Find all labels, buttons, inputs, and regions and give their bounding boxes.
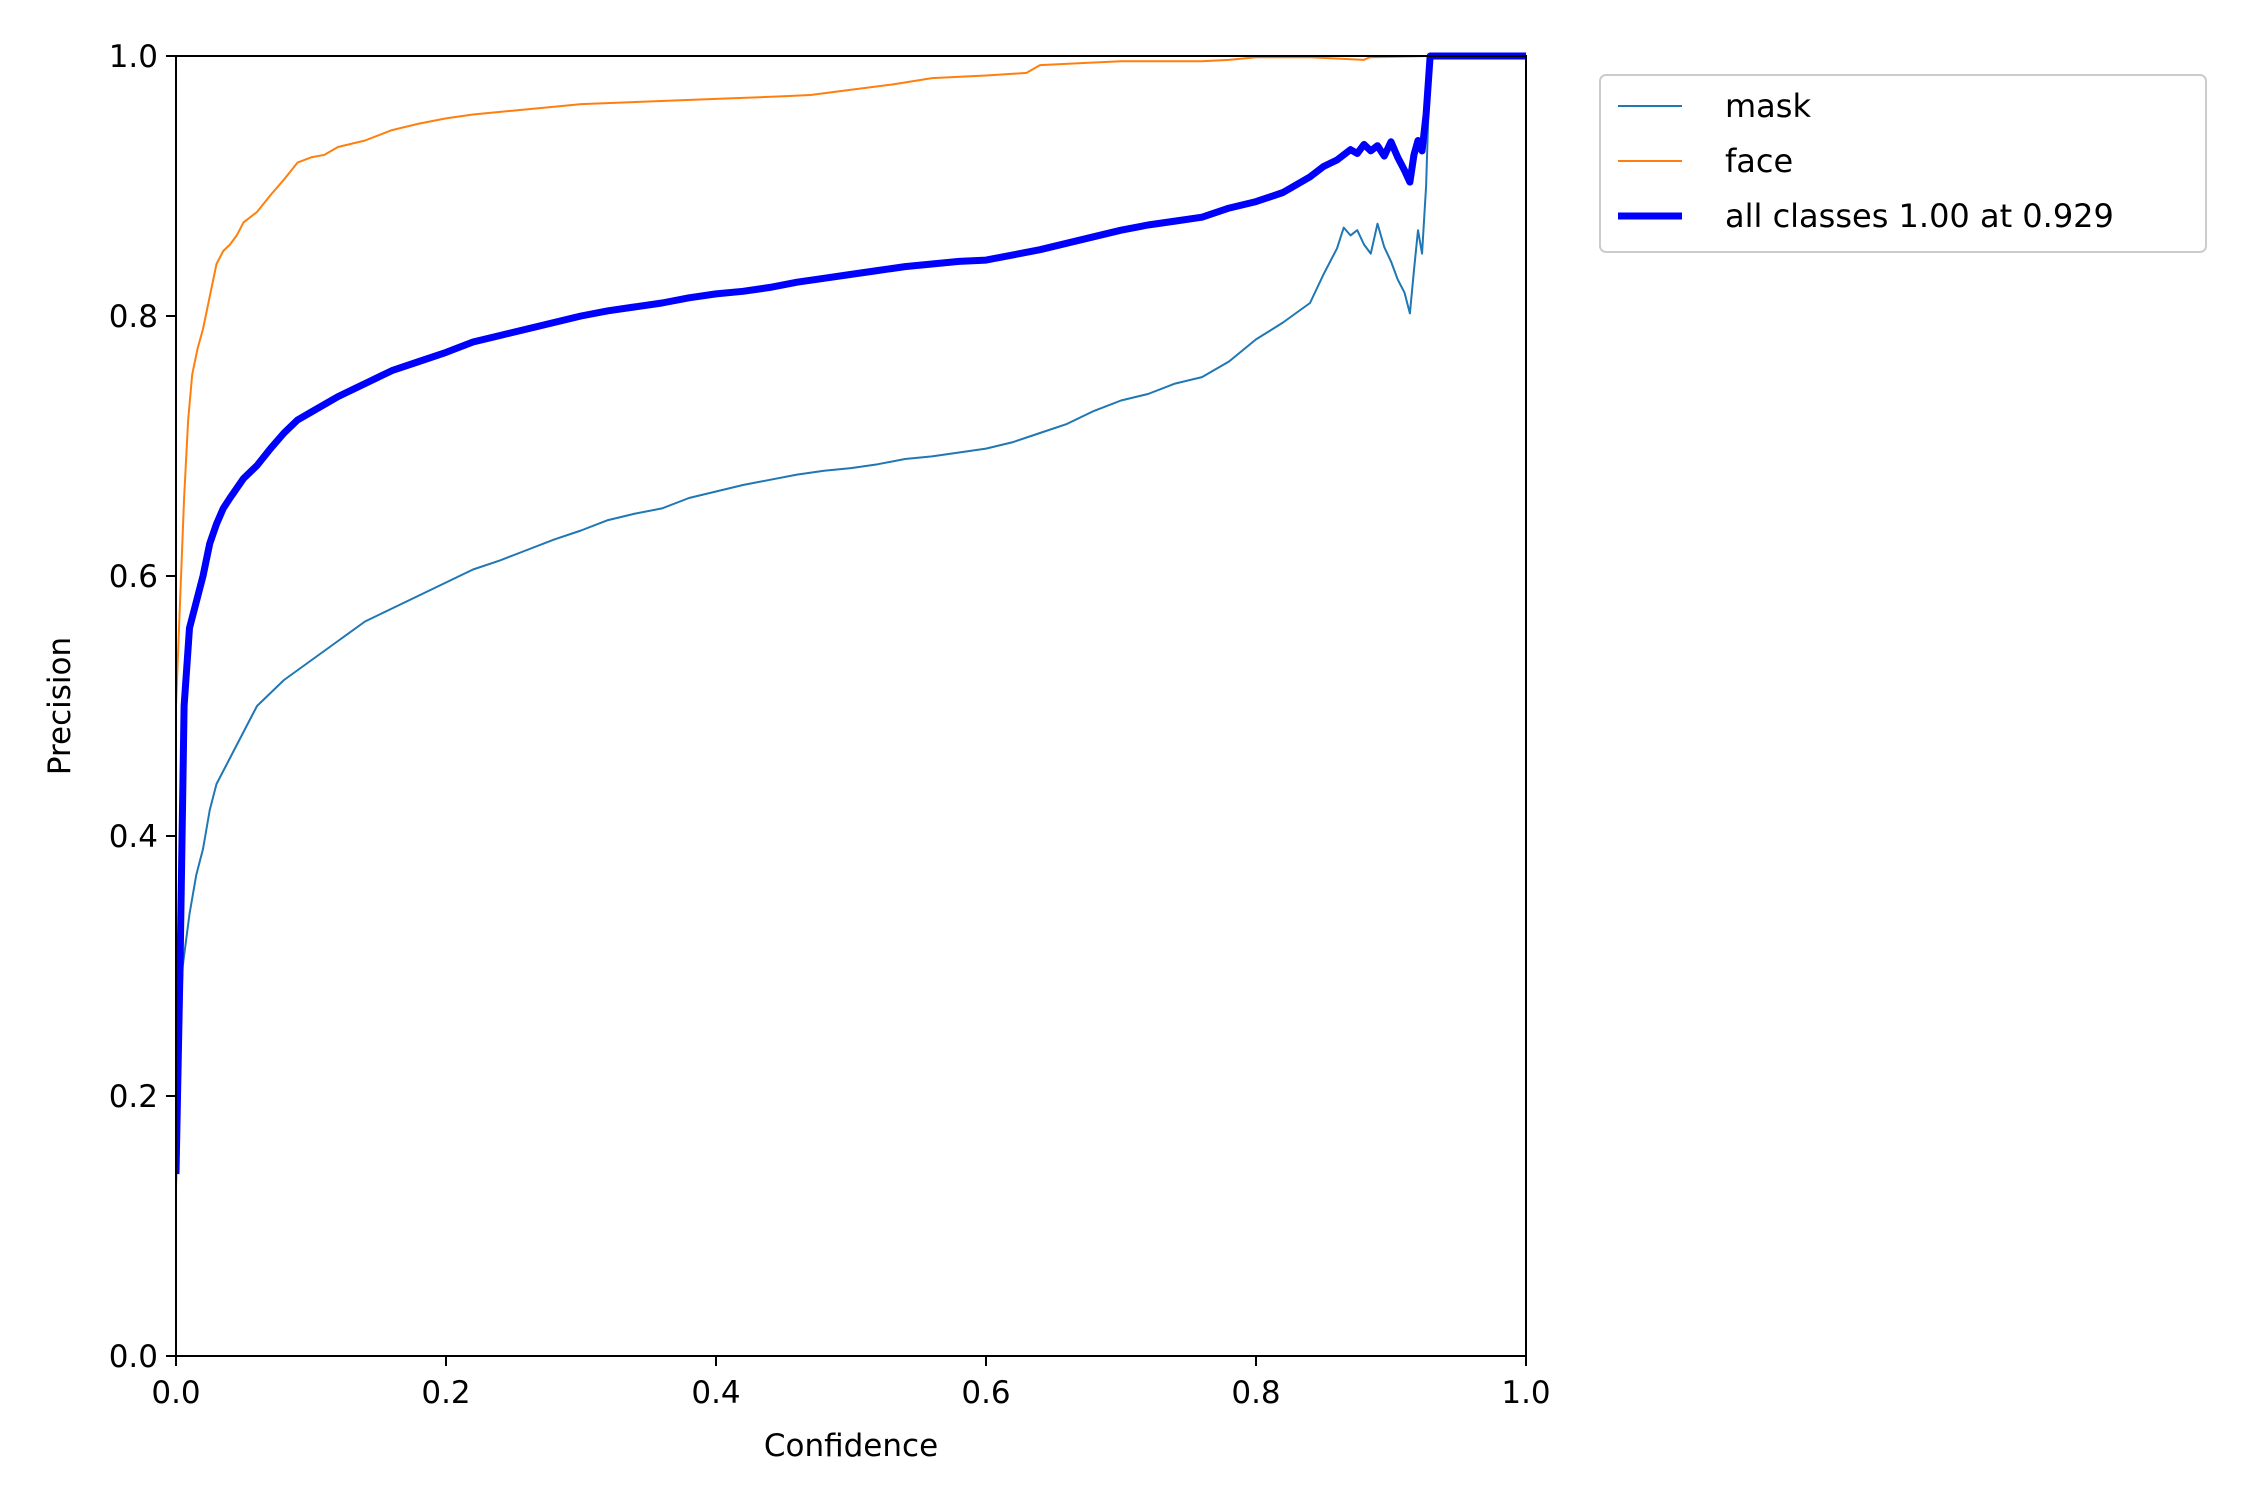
x-tick-label: 0.8	[1231, 1375, 1280, 1411]
x-tick-label: 1.0	[1501, 1375, 1550, 1411]
y-tick-label: 0.4	[109, 819, 158, 855]
x-axis: 0.0 0.2 0.4 0.6 0.8 1.0	[151, 1356, 1551, 1411]
axes-border	[175, 55, 1527, 1357]
y-tick-label: 0.8	[109, 299, 158, 335]
x-tick-label: 0.2	[421, 1375, 470, 1411]
x-axis-label: Confidence	[764, 1428, 938, 1464]
legend-label: mask	[1725, 87, 1811, 125]
series-line-mask	[176, 55, 1526, 1188]
y-axis-label: Precision	[42, 637, 78, 775]
legend-box	[1599, 74, 2207, 253]
x-tick-label: 0.6	[961, 1375, 1010, 1411]
legend-label: all classes 1.00 at 0.929	[1725, 197, 2114, 235]
series-layer	[176, 52, 1526, 1188]
series-line-face	[176, 55, 1526, 707]
legend-label: face	[1725, 142, 1793, 180]
y-tick-label: 0.6	[109, 559, 158, 595]
y-axis: 0.0 0.2 0.4 0.6 0.8 1.0	[109, 39, 176, 1375]
series-line-all	[176, 52, 1526, 1175]
plot-area	[175, 52, 1527, 1357]
axes-background	[176, 56, 1526, 1356]
y-tick-label: 0.2	[109, 1079, 158, 1115]
y-tick-label: 0.0	[109, 1339, 158, 1375]
legend: mask face all classes 1.00 at 0.929	[1599, 74, 2207, 253]
y-tick-label: 1.0	[109, 39, 158, 75]
x-tick-label: 0.0	[151, 1375, 200, 1411]
x-tick-label: 0.4	[691, 1375, 740, 1411]
